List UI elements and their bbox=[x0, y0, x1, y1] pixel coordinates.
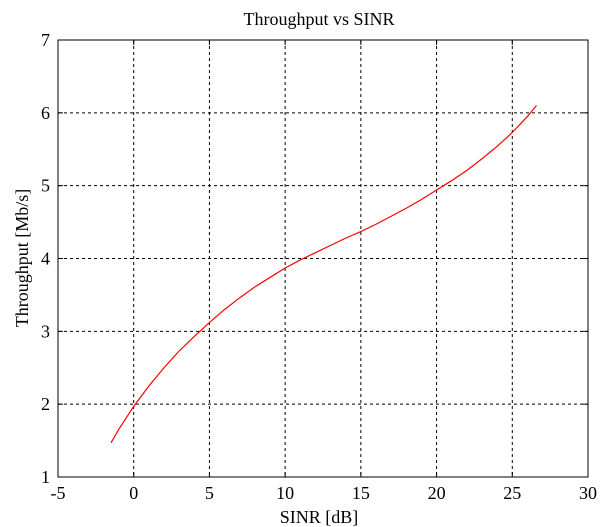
x-tick-label: 30 bbox=[579, 483, 597, 503]
y-tick-label: 4 bbox=[41, 249, 50, 269]
y-tick-label: 3 bbox=[41, 321, 50, 341]
y-axis-label: Throughput [Mb/s] bbox=[12, 189, 32, 328]
grid-lines bbox=[58, 40, 588, 477]
x-tick-label: 25 bbox=[503, 483, 521, 503]
y-tick-label: 6 bbox=[41, 103, 50, 123]
throughput-line bbox=[110, 105, 537, 444]
y-tick-label: 7 bbox=[41, 30, 50, 50]
y-tick-label: 1 bbox=[41, 467, 50, 487]
x-tick-label: 10 bbox=[276, 483, 294, 503]
x-tick-label: 15 bbox=[352, 483, 370, 503]
x-tick-label: 0 bbox=[129, 483, 138, 503]
x-axis-label: SINR [dB] bbox=[280, 507, 359, 527]
tick-labels: -5 0 5 10 15 20 25 30 1 2 3 4 5 6 7 bbox=[41, 30, 597, 503]
x-tick-label: 5 bbox=[205, 483, 214, 503]
x-tick-label: -5 bbox=[51, 483, 66, 503]
x-tick-label: 20 bbox=[428, 483, 446, 503]
series-group bbox=[110, 105, 537, 444]
chart-title: Throughput vs SINR bbox=[243, 9, 394, 29]
plot-frame bbox=[57, 39, 589, 478]
y-tick-label: 5 bbox=[41, 176, 50, 196]
y-tick-label: 2 bbox=[41, 394, 50, 414]
